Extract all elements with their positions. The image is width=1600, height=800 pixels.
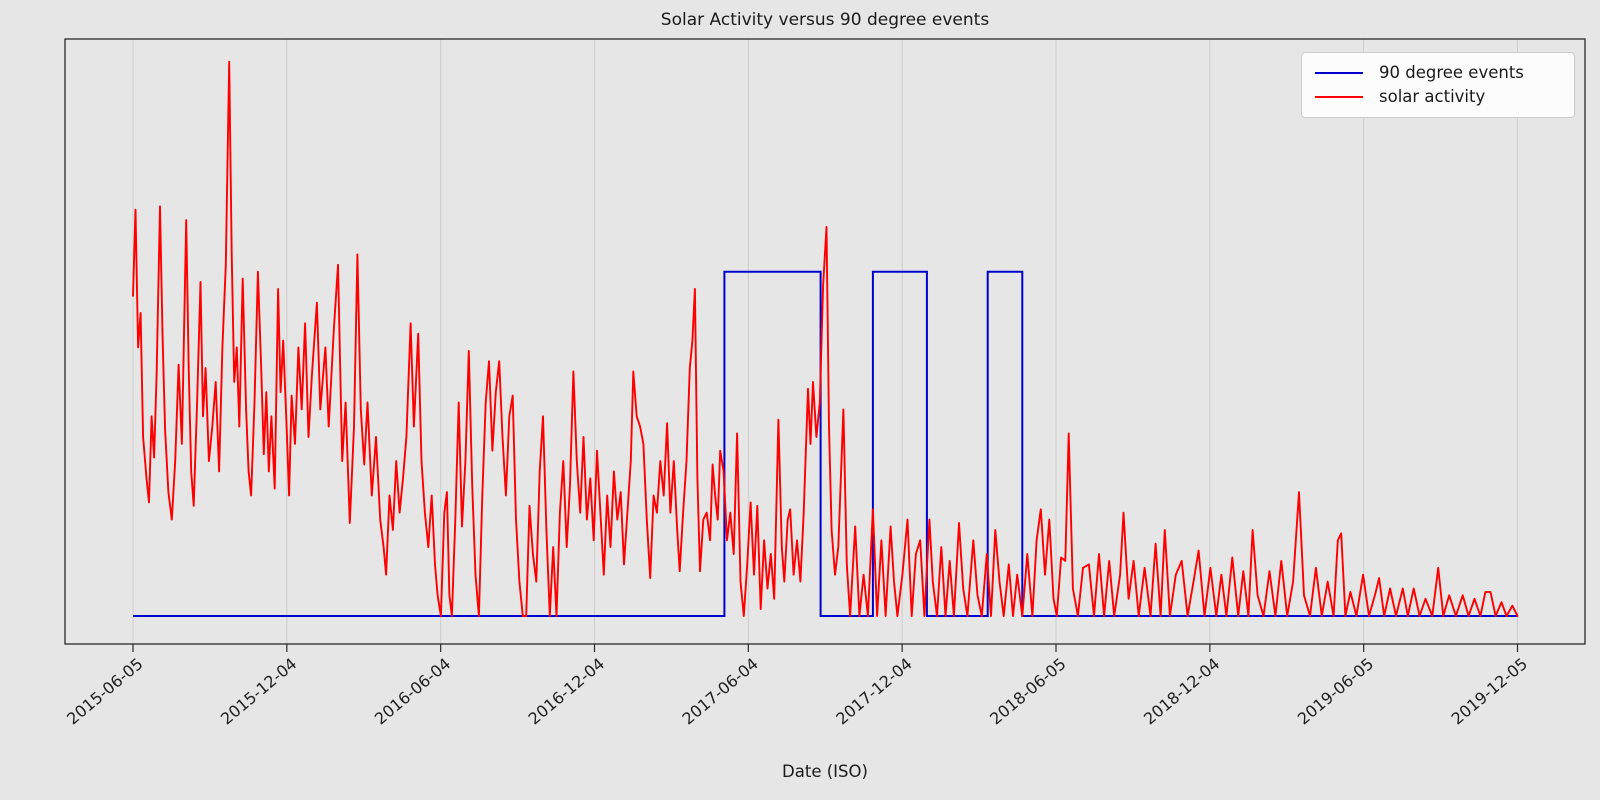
x-tick-label: 2016-12-04 [525,654,608,728]
x-tick-label: 2017-06-04 [678,654,761,728]
legend-line-events-icon [1315,72,1363,74]
x-tick-label: 2018-06-05 [986,654,1069,728]
legend-item-solar-activity: solar activity [1315,86,1562,108]
x-tick-label: 2015-06-05 [63,654,146,728]
plot-spines [64,38,1586,645]
plot-background [65,39,1585,644]
legend-label-solar: solar activity [1379,87,1486,106]
legend-label-events: 90 degree events [1379,63,1524,82]
x-tick-label: 2017-12-04 [832,654,915,728]
solar-activity-line [132,60,1519,617]
legend-line-solar-icon [1315,96,1363,98]
x-tick-label: 2018-12-04 [1140,654,1223,728]
x-tick-label: 2016-06-04 [371,654,454,728]
chart-title: Solar Activity versus 90 degree events [660,10,990,30]
x-tick-label: 2019-12-05 [1448,654,1531,728]
legend: 90 degree events solar activity [1301,52,1575,118]
x-axis-title: Date (ISO) [782,762,868,781]
x-tick-label: 2015-12-04 [217,654,300,728]
x-tick-label: 2019-06-05 [1294,654,1377,728]
legend-item-90-degree-events: 90 degree events [1315,62,1562,84]
events-line [133,270,1518,617]
